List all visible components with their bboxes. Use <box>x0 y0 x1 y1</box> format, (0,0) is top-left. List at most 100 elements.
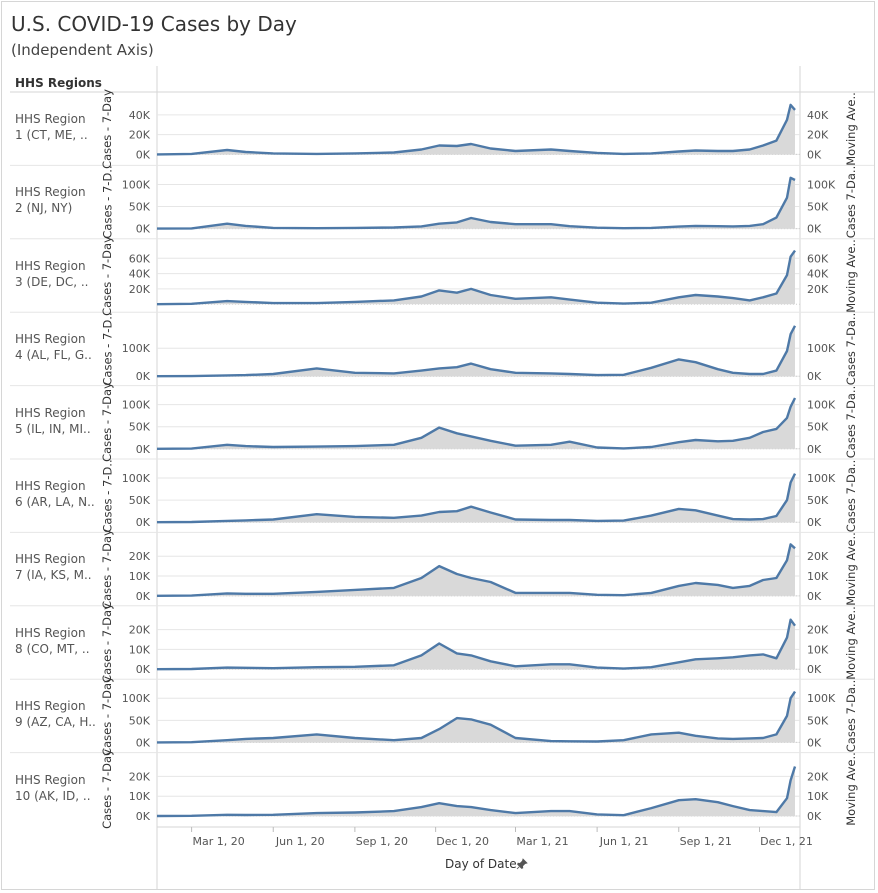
y-tick-label-right: 50K <box>807 201 829 214</box>
y-tick-label-right: 50K <box>807 494 829 507</box>
y-axis-title-left: Cases - 7-Day <box>99 88 114 169</box>
y-tick-label-left: 0K <box>136 810 151 823</box>
series-line-region-5 <box>156 397 797 450</box>
y-tick-label-right: 40K <box>807 268 829 281</box>
y-tick-label-left: 20K <box>129 770 151 783</box>
y-tick-label-right: 60K <box>807 252 829 265</box>
x-tick-label: Sep 1, 21 <box>680 835 732 848</box>
y-axis-title-right: Cases 7-Da.. <box>844 679 859 753</box>
chart-subtitle: (Independent Axis) <box>11 41 154 59</box>
y-tick-label-left: 100K <box>122 178 151 191</box>
y-tick-label-right: 0K <box>807 590 822 603</box>
y-tick-label-left: 100K <box>122 399 151 412</box>
y-tick-label-right: 20K <box>807 283 829 296</box>
pin-icon[interactable] <box>516 858 528 870</box>
y-axis-title-left: Cases - 7-Day <box>99 749 114 830</box>
y-tick-label-right: 0K <box>807 736 822 749</box>
y-tick-label-right: 100K <box>807 472 836 485</box>
y-tick-label-left: 100K <box>122 692 151 705</box>
series-line-region-9 <box>156 690 796 744</box>
y-tick-label-left: 50K <box>129 201 151 214</box>
y-tick-label-right: 0K <box>807 370 822 383</box>
y-tick-label-right: 100K <box>807 399 836 412</box>
y-tick-label-left: 100K <box>122 342 151 355</box>
y-tick-label-right: 40K <box>807 109 829 122</box>
y-tick-label-right: 0K <box>807 663 822 676</box>
x-tick-label: Sep 1, 20 <box>356 835 408 848</box>
y-tick-label-right: 50K <box>807 421 829 434</box>
y-tick-label-left: 0K <box>136 516 151 529</box>
series-area-region-9 <box>157 691 795 743</box>
y-axis-title-left: Cases - 7-D.. <box>100 312 115 386</box>
series-area-region-10 <box>157 766 795 816</box>
y-tick-label-left: 0K <box>136 370 151 383</box>
y-axis-title-left: Cases - 7-D.. <box>100 459 115 533</box>
y-tick-label-left: 0K <box>136 663 151 676</box>
y-tick-label-left: 100K <box>122 472 151 485</box>
y-tick-label-left: 0K <box>136 590 151 603</box>
series-area-region-8 <box>157 619 795 670</box>
y-tick-label-left: 0K <box>136 223 151 236</box>
y-tick-label-right: 0K <box>807 148 822 161</box>
row-header-label: HHS Regions <box>15 76 102 90</box>
y-tick-label-right: 20K <box>807 129 829 142</box>
y-axis-title-right: Cases 7-Da.. <box>844 386 859 459</box>
y-tick-label-right: 20K <box>807 550 829 563</box>
row-label: HHS Region 1 (CT, ME, .. <box>15 112 88 142</box>
y-tick-label-left: 20K <box>129 283 151 296</box>
series-line-region-6 <box>156 473 797 524</box>
x-tick-label: Mar 1, 21 <box>516 835 568 848</box>
y-tick-label-right: 10K <box>807 570 829 583</box>
y-tick-label-left: 0K <box>136 736 151 749</box>
y-axis-title-left: Cases - 7-Day <box>99 529 114 609</box>
y-tick-label-left: 40K <box>129 268 151 281</box>
y-tick-label-right: 100K <box>807 178 836 191</box>
y-tick-label-left: 0K <box>136 148 151 161</box>
series-area-region-2 <box>157 177 795 229</box>
y-tick-label-left: 0K <box>136 443 151 456</box>
x-tick-label: Mar 1, 20 <box>192 835 244 848</box>
x-tick-label: Dec 1, 21 <box>760 835 813 848</box>
y-axis-title-right: Moving Ave.. <box>843 605 858 680</box>
y-tick-label-right: 20K <box>807 624 829 637</box>
y-axis-title-right: Cases 7-Da.. <box>844 459 859 532</box>
y-tick-label-left: 20K <box>129 624 151 637</box>
series-line-region-4 <box>156 325 797 378</box>
y-tick-label-right: 0K <box>807 443 822 456</box>
y-tick-label-left: 40K <box>129 109 151 122</box>
x-tick-label: Jun 1, 21 <box>599 835 649 848</box>
y-tick-label-right: 20K <box>807 770 829 783</box>
row-label: HHS Region 6 (AR, LA, N.. <box>15 479 95 509</box>
row-label: HHS Region 8 (CO, MT, .. <box>15 625 90 656</box>
y-tick-label-left: 50K <box>129 494 151 507</box>
y-tick-label-right: 50K <box>807 714 829 727</box>
y-axis-title-right: Moving Ave.. <box>843 238 858 313</box>
y-axis-title-left: Cases - 7-Day <box>99 602 114 683</box>
y-tick-label-right: 0K <box>807 810 822 823</box>
y-tick-label-right: 10K <box>807 643 829 656</box>
y-tick-label-right: 100K <box>807 342 836 355</box>
series-line-region-1 <box>156 103 796 156</box>
y-tick-label-left: 20K <box>129 129 151 142</box>
y-tick-label-left: 60K <box>129 252 151 265</box>
y-axis-title-right: Cases 7-Da.. <box>844 165 859 239</box>
y-axis-title-left: Cases - 7-Day <box>99 676 114 756</box>
y-axis-title-left: Cases - 7-Day <box>99 235 114 316</box>
y-axis-title-right: Cases 7-Da.. <box>844 312 859 386</box>
y-tick-label-left: 50K <box>129 714 151 727</box>
series-line-region-10 <box>156 766 797 818</box>
y-tick-label-right: 10K <box>807 790 829 803</box>
y-tick-label-left: 10K <box>129 570 151 583</box>
series-line-region-3 <box>156 249 796 306</box>
row-label: HHS Region 2 (NJ, NY) <box>15 185 86 216</box>
row-label: HHS Region 7 (IA, KS, M.. <box>15 552 92 583</box>
row-label: HHS Region 3 (DE, DC, .. <box>15 258 89 289</box>
x-axis-title: Day of Date <box>445 857 517 871</box>
series-line-region-8 <box>156 618 796 671</box>
x-tick-label: Dec 1, 20 <box>436 835 489 848</box>
y-tick-label-left: 50K <box>129 421 151 434</box>
series-line-region-7 <box>156 543 796 597</box>
y-tick-label-right: 100K <box>807 692 836 705</box>
